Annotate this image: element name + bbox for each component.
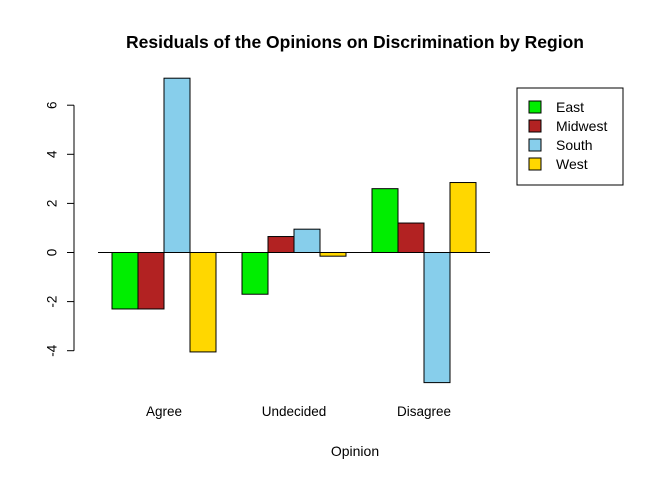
bar-midwest-agree	[137, 252, 165, 310]
bar-south-undecided	[293, 228, 321, 254]
legend-swatch-east	[528, 100, 542, 114]
legend-swatch-south	[528, 138, 542, 152]
x-axis-label: Opinion	[331, 443, 379, 459]
y-tick-label: -4	[45, 344, 60, 356]
x-tick-label-agree: Agree	[146, 404, 182, 419]
x-tick-label-disagree: Disagree	[397, 404, 451, 419]
bar-east-disagree	[371, 188, 399, 253]
bars	[111, 77, 477, 384]
bar-south-disagree	[423, 252, 451, 384]
legend-label-west: West	[556, 156, 588, 172]
bar-west-disagree	[449, 182, 477, 253]
y-tick-label: -2	[45, 296, 60, 308]
chart-title: Residuals of the Opinions on Discriminat…	[126, 32, 584, 52]
legend: East Midwest South West	[516, 87, 624, 186]
y-tick-label: 4	[45, 150, 60, 158]
legend-swatch-west	[528, 157, 542, 171]
y-tick-label: 0	[45, 249, 60, 257]
bar-east-agree	[111, 252, 139, 310]
bar-east-undecided	[241, 252, 269, 295]
bar-midwest-undecided	[267, 236, 295, 253]
legend-label-south: South	[556, 137, 593, 153]
bar-south-agree	[163, 77, 191, 253]
bar-west-agree	[189, 252, 217, 353]
bar-midwest-disagree	[397, 222, 425, 253]
y-tick-label: 2	[45, 200, 60, 208]
y-tick-label: 6	[45, 101, 60, 109]
x-tick-labels: Agree Undecided Disagree	[146, 404, 451, 419]
legend-label-east: East	[556, 99, 584, 115]
legend-swatch-midwest	[528, 119, 542, 133]
y-axis: -4 -2 0 2 4 6	[45, 101, 75, 357]
x-tick-label-undecided: Undecided	[262, 404, 327, 419]
bar-west-undecided	[319, 252, 347, 257]
legend-label-midwest: Midwest	[556, 118, 607, 134]
